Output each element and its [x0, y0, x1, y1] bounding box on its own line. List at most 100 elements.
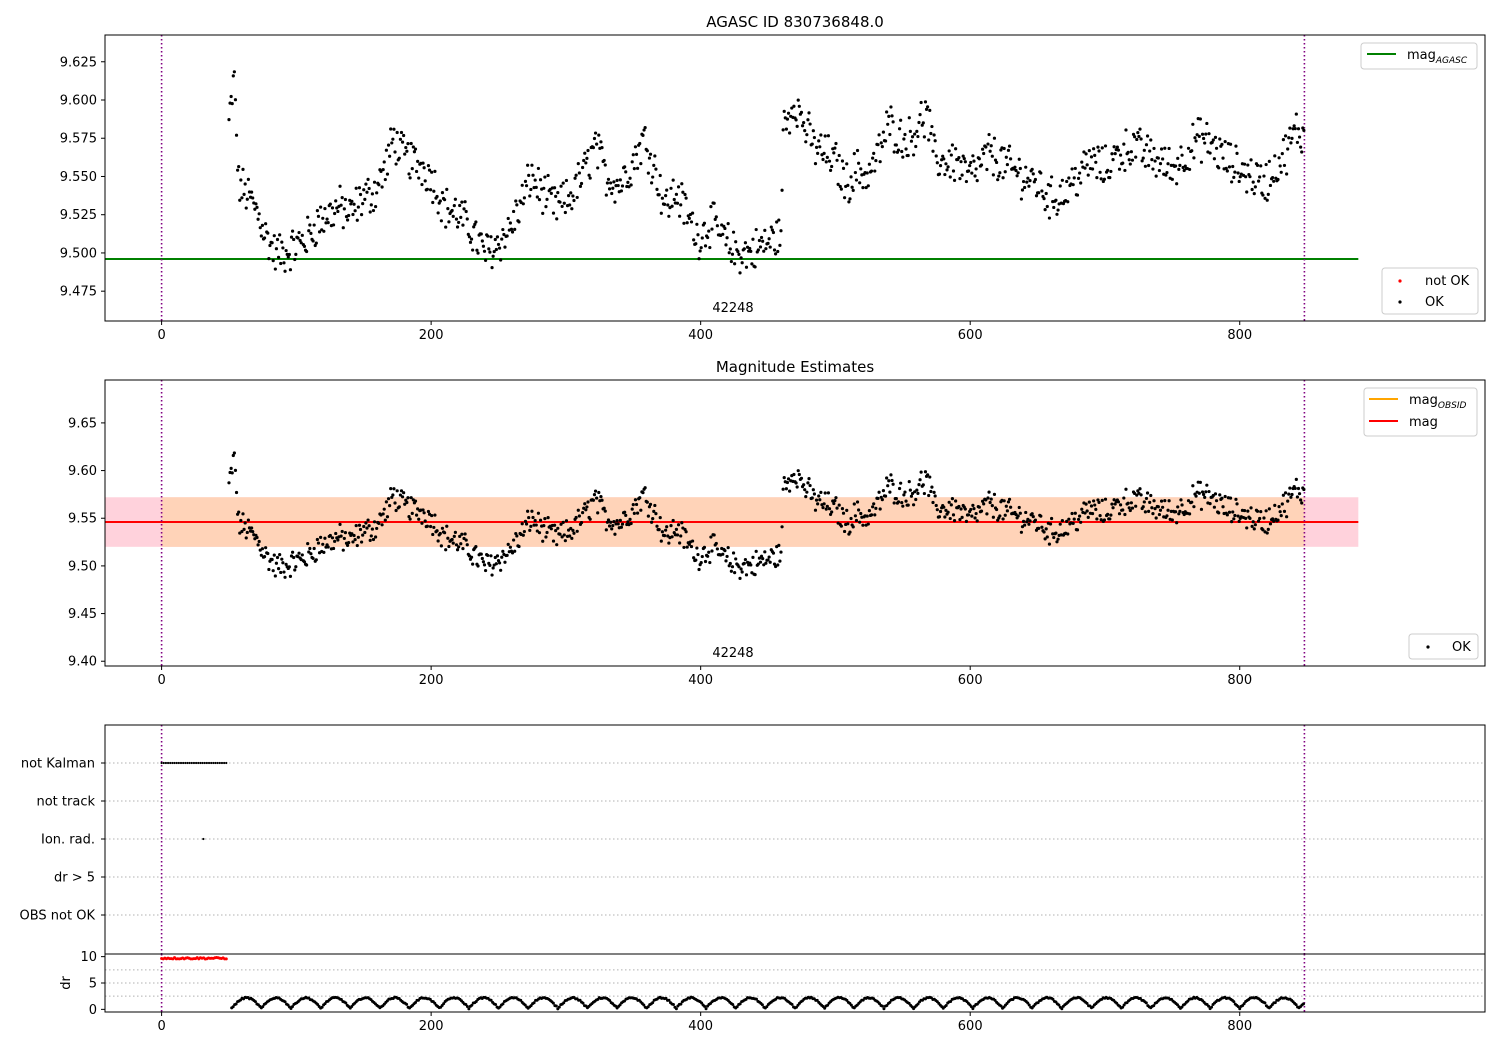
data-point — [1287, 492, 1291, 496]
data-point — [1259, 510, 1263, 514]
data-point — [522, 196, 526, 200]
data-point — [1137, 134, 1141, 139]
data-point — [921, 121, 925, 125]
data-point — [577, 171, 581, 175]
data-point — [1177, 512, 1181, 516]
data-point — [609, 520, 613, 524]
data-point — [524, 522, 529, 526]
data-point — [1151, 167, 1155, 171]
data-point — [1023, 523, 1027, 527]
data-point — [1158, 162, 1163, 166]
data-point — [444, 548, 448, 552]
data-point — [989, 497, 993, 501]
data-point — [645, 149, 649, 153]
data-point — [869, 169, 874, 173]
data-point — [1154, 516, 1158, 520]
data-point — [979, 163, 984, 167]
data-point — [784, 487, 788, 491]
data-point — [1127, 158, 1131, 162]
data-point — [1108, 176, 1112, 180]
data-point — [699, 561, 703, 565]
data-point — [751, 237, 755, 241]
data-point — [1048, 522, 1053, 526]
data-point — [986, 142, 990, 146]
data-point — [818, 145, 822, 149]
data-point — [845, 508, 849, 512]
data-point — [271, 569, 275, 573]
data-point — [568, 203, 572, 207]
data-point — [702, 545, 707, 550]
data-point — [1213, 135, 1218, 139]
y-tick-label: 9.50 — [68, 559, 97, 574]
data-point — [764, 247, 768, 251]
data-point — [1208, 151, 1212, 155]
data-point — [491, 254, 495, 258]
data-point — [510, 230, 515, 234]
data-point — [490, 266, 494, 270]
data-point — [522, 529, 526, 534]
data-point — [262, 554, 267, 559]
data-point — [1001, 176, 1005, 180]
data-point — [569, 191, 573, 195]
data-point — [238, 198, 242, 202]
data-point — [258, 226, 262, 230]
dr-point — [826, 1003, 830, 1007]
data-point — [1302, 487, 1306, 492]
data-point — [971, 503, 975, 507]
data-point — [867, 162, 871, 166]
data-point — [633, 145, 638, 149]
data-point — [469, 237, 474, 241]
data-point — [1276, 518, 1280, 522]
data-point — [528, 194, 532, 198]
data-point — [508, 221, 512, 225]
data-point — [726, 222, 730, 226]
data-point — [1085, 509, 1089, 513]
data-point — [1118, 153, 1123, 157]
data-point — [687, 542, 691, 546]
data-point — [826, 134, 831, 138]
data-point — [549, 191, 553, 196]
data-point — [281, 246, 285, 250]
data-point — [1002, 499, 1006, 503]
data-point — [1252, 527, 1256, 531]
data-point — [242, 527, 246, 532]
data-point — [780, 525, 784, 529]
data-point — [775, 220, 779, 224]
data-point — [274, 561, 279, 565]
data-point — [943, 172, 947, 177]
data-point — [1049, 516, 1054, 521]
data-point — [628, 517, 632, 521]
dr-point — [1207, 1004, 1211, 1008]
data-point — [880, 145, 884, 149]
data-point — [979, 509, 984, 513]
data-point — [667, 214, 671, 218]
data-point — [1249, 158, 1253, 162]
dr-point — [1210, 1005, 1214, 1009]
data-point — [321, 542, 325, 546]
data-point — [232, 451, 236, 455]
data-point — [665, 525, 669, 529]
y-tick-label: 10 — [80, 950, 97, 965]
data-point — [749, 249, 753, 254]
data-point — [1267, 507, 1271, 511]
x-tick-label: 200 — [419, 328, 444, 343]
data-point — [386, 497, 391, 501]
data-point — [817, 139, 821, 143]
dr-point — [554, 1004, 558, 1008]
data-point — [768, 245, 772, 249]
data-point — [1267, 159, 1271, 163]
data-point — [583, 151, 587, 155]
data-point — [1109, 169, 1113, 174]
data-point — [822, 502, 826, 506]
data-point — [901, 504, 905, 508]
data-point — [402, 491, 406, 495]
data-point — [458, 534, 462, 538]
data-point — [1117, 167, 1122, 171]
data-point — [773, 252, 778, 256]
data-point — [651, 517, 655, 521]
data-point — [630, 160, 634, 164]
data-point — [1290, 136, 1294, 140]
data-point — [489, 554, 493, 558]
flag-point — [205, 761, 208, 765]
data-point — [552, 523, 557, 527]
